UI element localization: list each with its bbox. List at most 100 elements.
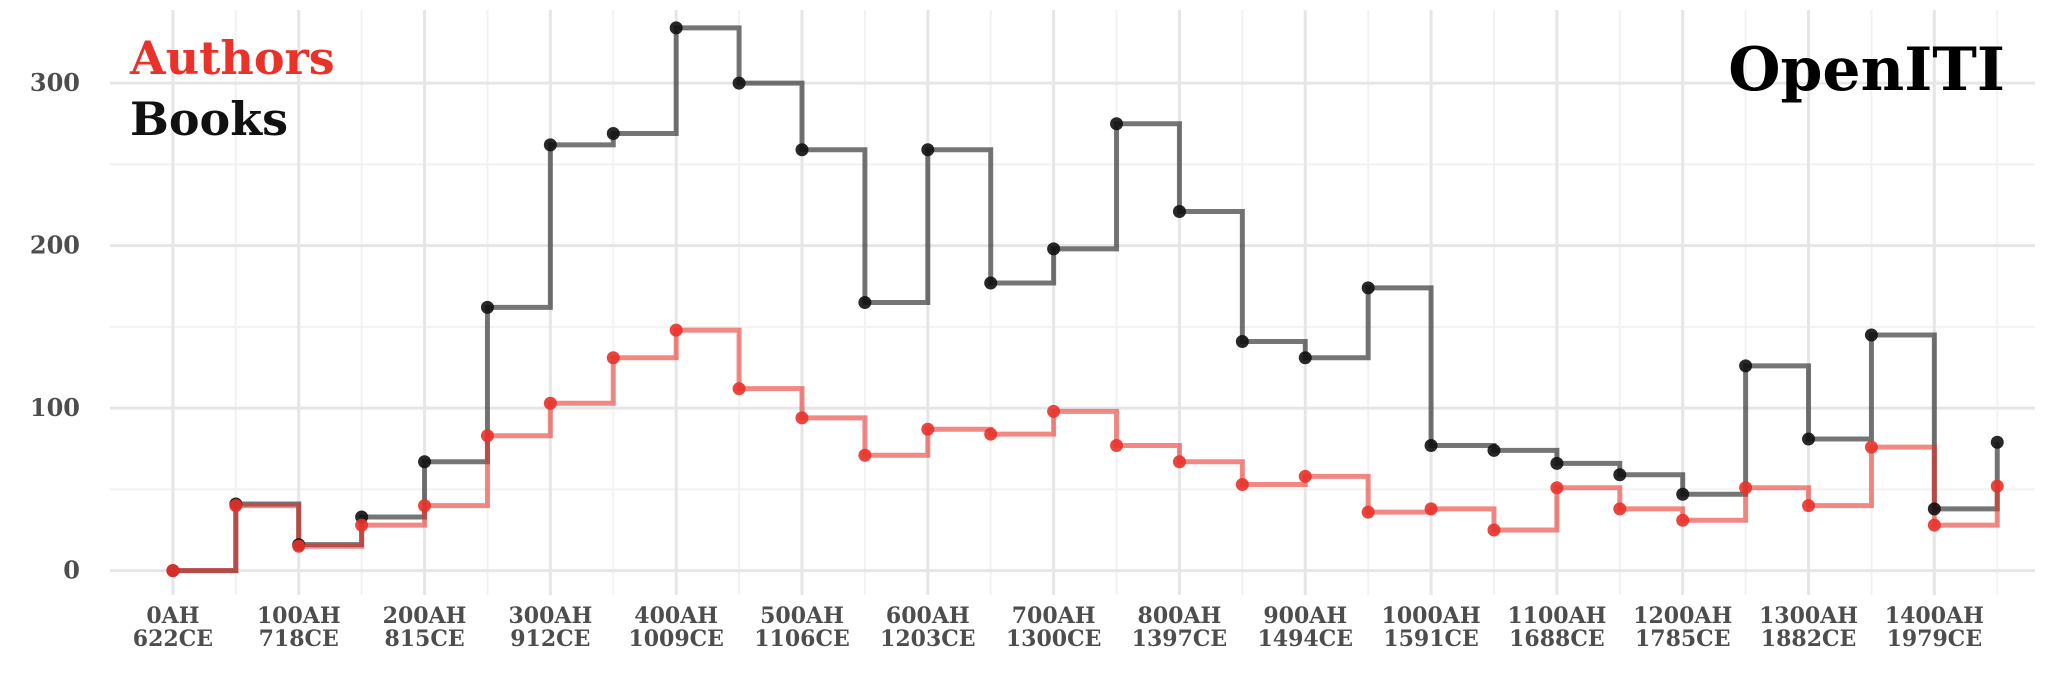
data-point-books [669,21,683,35]
y-tick-label: 300 [30,68,80,97]
data-point-books [1172,205,1186,218]
data-point-authors [1613,502,1627,516]
data-point-authors [606,351,620,365]
data-point-books [1990,435,2004,449]
data-point-books [606,127,620,140]
data-point-authors [1487,523,1501,537]
data-point-books [1676,487,1690,501]
x-tick-label-ah: 1000AH [1382,603,1481,629]
data-point-authors [732,382,746,396]
x-tick-label-ah: 300AH [508,603,592,629]
x-tick-label-ah: 100AH [257,603,341,629]
legend: Authors Books [129,31,335,146]
data-point-books [418,455,432,469]
x-tick-label-ce: 1591CE [1383,626,1479,652]
data-point-books [1927,502,1941,516]
data-point-books [858,296,872,309]
x-tick-label-ce: 1203CE [880,626,976,652]
data-point-authors [1864,440,1878,454]
data-point-books [1047,242,1061,256]
data-point-authors [1802,499,1816,513]
x-tick-label-ce: 1882CE [1761,626,1857,652]
data-point-authors [229,499,243,513]
x-tick-label-ce: 622CE [133,626,213,652]
x-tick-label-ce: 718CE [259,626,339,652]
data-point-books [1361,281,1375,295]
x-tick-label-ce: 1397CE [1132,626,1228,652]
data-point-books [1802,432,1816,446]
x-tick-label-ah: 1100AH [1507,603,1606,629]
data-point-books [1487,443,1501,457]
x-tick-label-ah: 1200AH [1633,603,1732,629]
data-point-authors [984,427,998,441]
data-point-books [1613,468,1627,482]
data-point-books [732,76,746,90]
x-tick-label-ah: 0AH [146,603,199,629]
data-point-authors [1550,481,1564,495]
y-tick-label: 200 [30,231,80,260]
data-point-authors [1424,502,1438,516]
legend-authors: Authors [129,31,335,85]
y-tick-label: 0 [63,556,80,585]
data-point-books [480,300,494,314]
data-point-books [1298,351,1312,365]
x-tick-label-ce: 1688CE [1509,626,1605,652]
data-point-books [921,143,935,157]
data-point-authors [1110,439,1124,452]
y-axis: 0 100 200 300 [30,68,80,585]
x-tick-label-ah: 1400AH [1885,603,1984,629]
data-point-authors [669,323,683,337]
x-tick-label-ah: 400AH [634,603,718,629]
data-point-books [1864,328,1878,342]
x-tick-label-ce: 1106CE [754,626,850,652]
data-point-authors [1172,455,1186,469]
x-tick-label-ah: 1300AH [1759,603,1858,629]
data-point-books [795,143,809,157]
data-point-authors [292,539,306,553]
x-tick-label-ah: 700AH [1012,603,1096,629]
x-tick-label-ce: 1494CE [1258,626,1354,652]
x-tick-label-ah: 500AH [760,603,844,629]
x-tick-label-ce: 1785CE [1635,626,1731,652]
series-layer [166,21,2004,578]
data-point-authors [1298,469,1312,483]
data-point-authors [1990,479,2004,493]
data-point-authors [480,429,494,443]
data-point-authors [1047,404,1061,418]
series-line-authors [172,327,2000,574]
data-point-authors [1739,481,1753,495]
data-point-authors [418,499,432,513]
data-point-books [1550,456,1564,470]
data-point-books [543,138,557,152]
x-tick-label-ce: 912CE [510,626,590,652]
x-tick-label-ce: 1300CE [1006,626,1102,652]
x-tick-label-ce: 815CE [384,626,464,652]
data-point-books [984,276,998,290]
data-point-authors [795,411,809,425]
data-point-authors [166,564,180,578]
data-point-books [1235,335,1249,348]
x-tick-label-ce: 1979CE [1887,626,1983,652]
data-point-books [1424,439,1438,452]
x-tick-label-ce: 1009CE [628,626,724,652]
data-point-authors [355,518,369,532]
data-point-authors [1927,518,1941,532]
series-line-books [172,25,2000,574]
x-tick-label-ah: 800AH [1138,603,1222,629]
chart-title: OpenITI [1728,35,2005,105]
data-point-authors [858,448,872,462]
y-tick-label: 100 [30,393,80,422]
data-point-authors [1361,505,1375,519]
x-tick-label-ah: 600AH [886,603,970,629]
data-point-books [1739,359,1753,373]
data-point-authors [1235,478,1249,491]
data-point-authors [543,396,557,410]
x-tick-label-ah: 200AH [383,603,467,629]
x-tick-label-ah: 900AH [1263,603,1347,629]
legend-books: Books [130,92,288,146]
data-point-authors [921,422,935,436]
data-point-books [1110,117,1124,131]
data-point-authors [1676,513,1690,527]
